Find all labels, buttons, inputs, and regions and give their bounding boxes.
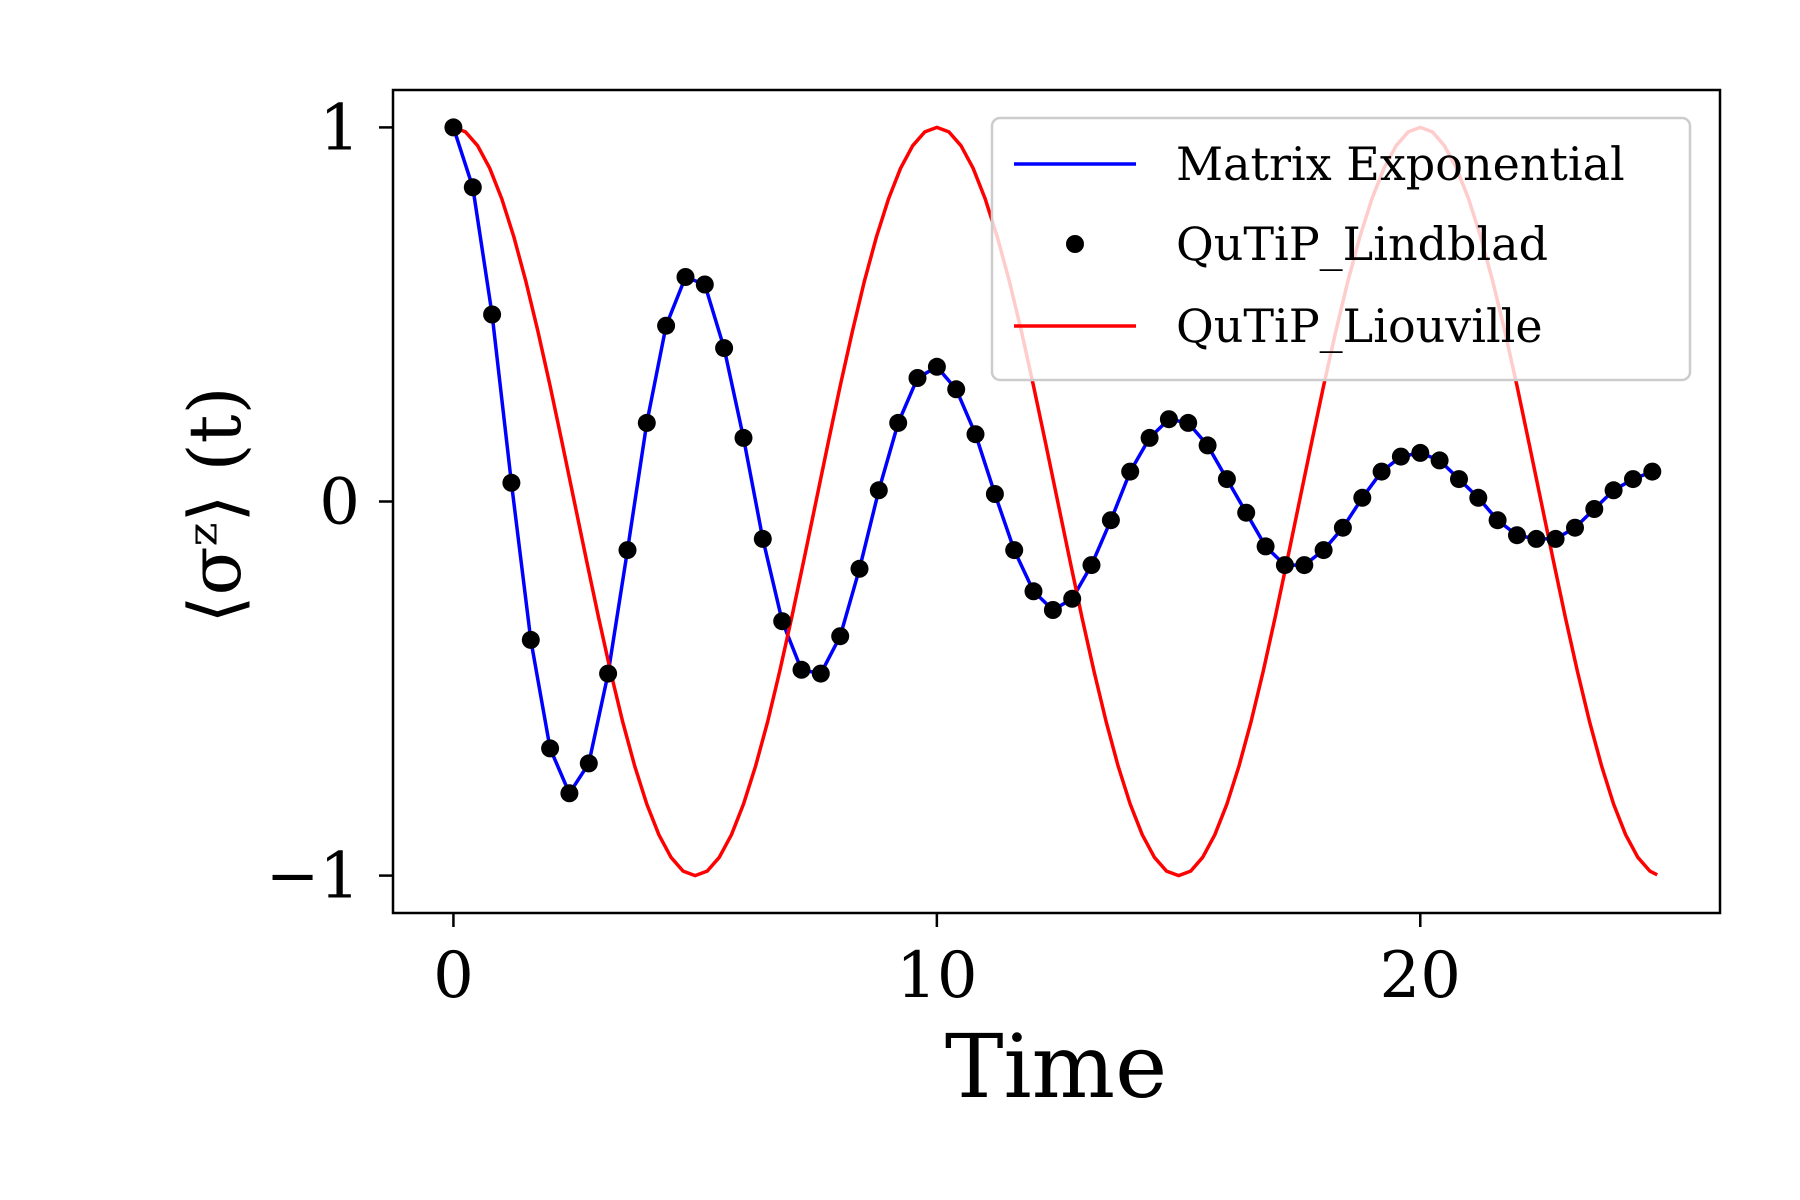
data-point — [1624, 470, 1642, 489]
legend-label-matrix-exponential: Matrix Exponential — [1176, 137, 1625, 191]
data-point — [1063, 589, 1082, 608]
data-point — [1508, 526, 1526, 545]
data-point — [1198, 436, 1217, 455]
data-point — [811, 664, 830, 683]
data-point — [1256, 537, 1275, 556]
data-point — [1295, 556, 1314, 575]
data-point — [1043, 601, 1062, 619]
data-point — [521, 630, 540, 649]
data-point — [1082, 556, 1101, 575]
data-point — [1140, 428, 1159, 447]
legend-box — [990, 116, 1692, 382]
data-point — [715, 339, 734, 358]
data-point — [1353, 488, 1372, 507]
data-point — [1604, 481, 1623, 500]
data-point — [1527, 529, 1546, 548]
x-tick-label: 0 — [433, 939, 474, 1013]
data-point — [1179, 413, 1198, 432]
data-point — [927, 357, 946, 376]
data-point — [560, 784, 579, 803]
data-point — [657, 316, 676, 335]
data-point — [676, 268, 695, 286]
data-point — [618, 541, 637, 560]
data-point — [1546, 529, 1565, 548]
data-point — [1488, 511, 1507, 530]
data-point — [985, 485, 1004, 503]
data-point — [483, 305, 502, 324]
data-point — [831, 627, 850, 646]
data-point — [599, 664, 618, 683]
data-point — [502, 473, 521, 492]
data-point — [637, 413, 656, 432]
series-points-qutip-lindblad — [444, 118, 1662, 803]
data-point — [792, 660, 811, 679]
data-point — [1101, 511, 1120, 530]
data-point — [1275, 556, 1294, 575]
x-tick-label: 20 — [1380, 939, 1461, 1013]
data-point — [1643, 462, 1662, 481]
data-point — [1314, 541, 1333, 560]
data-point — [463, 178, 482, 197]
y-axis-label: ⟨σᶻ⟩ (t) — [173, 386, 257, 623]
data-point — [444, 118, 463, 137]
data-point — [1430, 451, 1449, 470]
data-point — [1333, 518, 1352, 537]
data-point — [1159, 410, 1178, 429]
legend-label-qutip-lindblad: QuTiP_Lindblad — [1176, 217, 1548, 271]
legend-swatch-qutip-lindblad — [1066, 235, 1084, 253]
data-point — [1391, 447, 1410, 466]
data-point — [869, 481, 888, 500]
data-point — [1372, 462, 1391, 481]
data-point — [734, 428, 753, 447]
data-point — [695, 275, 714, 294]
data-point — [579, 754, 598, 773]
data-point — [1411, 443, 1430, 462]
data-point — [1121, 462, 1140, 481]
data-point — [966, 425, 985, 444]
y-tick-label: 0 — [319, 466, 360, 540]
data-point — [1024, 582, 1043, 601]
data-point — [1585, 500, 1604, 518]
data-point — [541, 739, 560, 758]
data-point — [753, 529, 772, 548]
data-point — [1469, 488, 1488, 507]
data-point — [850, 559, 869, 578]
legend-label-qutip-liouville: QuTiP_Liouville — [1176, 299, 1543, 353]
data-point — [1237, 503, 1256, 522]
x-axis-label: Time — [945, 1015, 1167, 1118]
data-point — [1450, 470, 1468, 489]
y-tick-label: 1 — [319, 91, 360, 165]
legend: Matrix Exponential QuTiP_Lindblad QuTiP_… — [990, 116, 1692, 382]
data-point — [1566, 518, 1584, 537]
data-point — [773, 612, 792, 631]
data-point — [1217, 470, 1236, 489]
data-point — [908, 369, 927, 387]
x-tick-label: 10 — [896, 939, 977, 1013]
data-point — [947, 380, 966, 399]
data-point — [889, 413, 908, 432]
data-point — [1005, 541, 1024, 560]
y-tick-label: −1 — [266, 840, 360, 914]
